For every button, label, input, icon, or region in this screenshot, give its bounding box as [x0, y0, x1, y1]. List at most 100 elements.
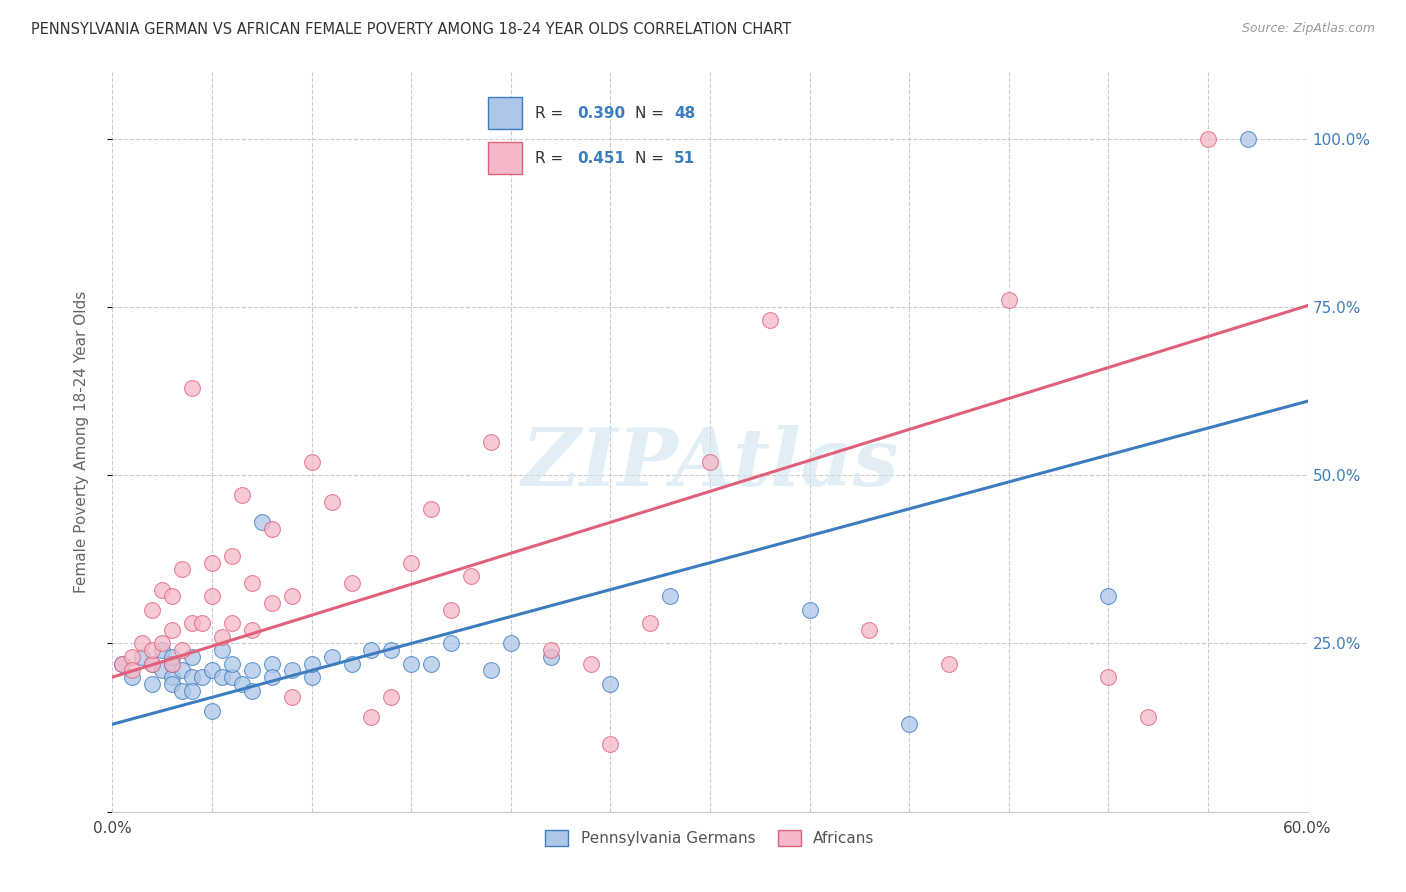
Point [360, 710, 382, 724]
Point [231, 677, 253, 691]
Point [321, 495, 343, 509]
Point [181, 649, 204, 664]
Point [111, 657, 134, 671]
Point [211, 643, 233, 657]
Point [191, 670, 214, 684]
Point [420, 501, 443, 516]
Point [181, 683, 204, 698]
Point [201, 556, 224, 570]
Point [141, 643, 163, 657]
Point [141, 603, 163, 617]
Point [281, 664, 304, 678]
Point [479, 434, 502, 449]
Point [1197, 131, 1219, 145]
Point [221, 657, 243, 671]
Point [162, 623, 183, 637]
Point [240, 683, 263, 698]
Point [240, 664, 263, 678]
Y-axis label: Female Poverty Among 18-24 Year Olds: Female Poverty Among 18-24 Year Olds [75, 291, 89, 592]
Text: Source: ZipAtlas.com: Source: ZipAtlas.com [1241, 22, 1375, 36]
Point [260, 596, 283, 610]
Point [240, 575, 263, 590]
Point [141, 657, 163, 671]
Point [340, 657, 363, 671]
Point [162, 657, 183, 671]
Text: ZIPAtlas: ZIPAtlas [522, 425, 898, 502]
Point [301, 657, 323, 671]
Point [281, 690, 304, 705]
Point [172, 683, 194, 698]
Point [121, 664, 143, 678]
Point [759, 313, 782, 327]
Point [699, 455, 721, 469]
Point [221, 549, 243, 563]
Point [191, 616, 214, 631]
Point [211, 670, 233, 684]
Point [1097, 670, 1119, 684]
Point [998, 293, 1021, 308]
Point [150, 643, 173, 657]
Point [181, 381, 204, 395]
Point [162, 670, 183, 684]
Point [898, 717, 921, 731]
Point [121, 670, 143, 684]
Point [321, 649, 343, 664]
Point [579, 657, 602, 671]
Point [640, 616, 662, 631]
Point [301, 670, 323, 684]
Point [201, 590, 224, 604]
Text: PENNSYLVANIA GERMAN VS AFRICAN FEMALE POVERTY AMONG 18-24 YEAR OLDS CORRELATION : PENNSYLVANIA GERMAN VS AFRICAN FEMALE PO… [31, 22, 792, 37]
Point [599, 738, 621, 752]
Point [599, 677, 621, 691]
Point [440, 603, 463, 617]
Point [1237, 131, 1260, 145]
Point [162, 649, 183, 664]
Point [799, 603, 821, 617]
Point [260, 522, 283, 536]
Point [131, 649, 153, 664]
Point [1137, 710, 1160, 724]
Point [201, 704, 224, 718]
Point [380, 690, 402, 705]
Point [221, 670, 243, 684]
Point [938, 657, 960, 671]
Point [162, 590, 183, 604]
Point [172, 562, 194, 576]
Point [141, 657, 163, 671]
Point [499, 636, 522, 650]
Point [479, 664, 502, 678]
Point [162, 677, 183, 691]
Point [150, 636, 173, 650]
Point [211, 630, 233, 644]
Point [301, 455, 323, 469]
Point [858, 623, 880, 637]
Point [460, 569, 482, 583]
Point [380, 643, 402, 657]
Point [181, 670, 204, 684]
Point [172, 643, 194, 657]
Point [111, 657, 134, 671]
Point [221, 616, 243, 631]
Point [250, 516, 273, 530]
Point [401, 657, 423, 671]
Point [260, 657, 283, 671]
Point [540, 649, 562, 664]
Point [131, 636, 153, 650]
Point [340, 575, 363, 590]
Point [420, 657, 443, 671]
Point [121, 649, 143, 664]
Point [150, 664, 173, 678]
Point [201, 664, 224, 678]
Legend: Pennsylvania Germans, Africans: Pennsylvania Germans, Africans [540, 824, 880, 852]
Point [172, 664, 194, 678]
Point [240, 623, 263, 637]
Point [360, 643, 382, 657]
Point [260, 670, 283, 684]
Point [540, 643, 562, 657]
Point [1097, 590, 1119, 604]
Point [401, 556, 423, 570]
Point [281, 590, 304, 604]
Point [440, 636, 463, 650]
Point [231, 488, 253, 502]
Point [162, 657, 183, 671]
